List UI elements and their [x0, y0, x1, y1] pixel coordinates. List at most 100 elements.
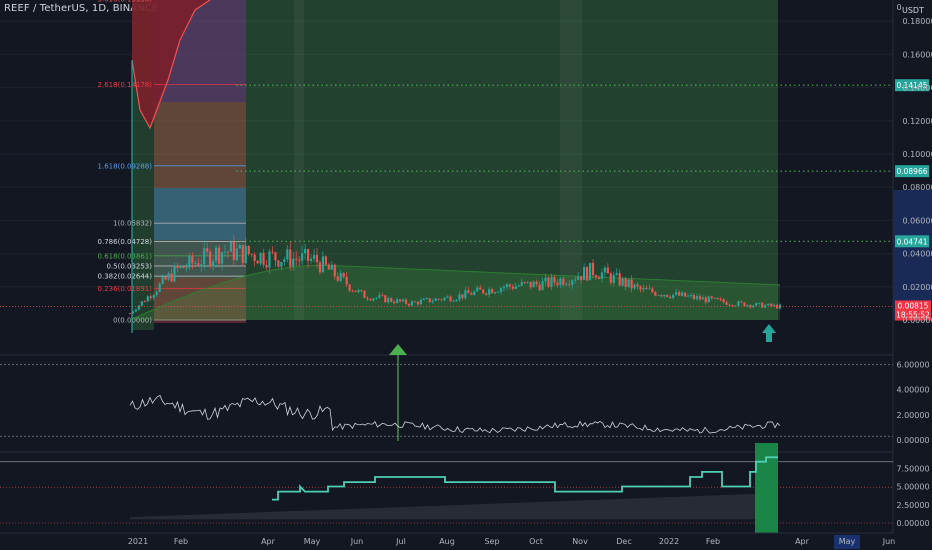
candle-body [758, 302, 761, 304]
zone-stripe [294, 0, 304, 320]
candle-body [493, 292, 497, 294]
fib-zone-grey [154, 240, 246, 278]
candle-body [164, 276, 167, 280]
x-axis-label: Apr [795, 537, 810, 546]
candle-body [452, 300, 455, 302]
candle-body [250, 254, 253, 255]
candle-body [309, 258, 313, 261]
candle-body [369, 299, 372, 301]
currency-badge[interactable]: USDT [902, 6, 924, 15]
candle-body [538, 284, 541, 291]
candle-body [600, 272, 604, 280]
step-axis-label: 0.00000 [896, 519, 929, 528]
candle-body [606, 267, 609, 274]
candle-body [298, 259, 301, 261]
candle-body [710, 296, 713, 299]
indicator-axis-label: 2.00000 [896, 411, 929, 420]
candle-body [134, 309, 138, 312]
candle-body [223, 251, 227, 253]
candle-body [746, 304, 749, 307]
candle-body [645, 287, 648, 290]
candle-body [194, 263, 197, 264]
step-axis-label: 2.50000 [896, 501, 929, 510]
level-tag-bg [895, 165, 929, 178]
candle-body [295, 258, 298, 260]
x-axis-label: Aug [439, 537, 455, 546]
spike-area [132, 0, 210, 128]
candle-body [686, 295, 690, 297]
candle-body [571, 280, 574, 285]
x-axis-label: Jun [882, 537, 896, 546]
candle-body [695, 296, 698, 299]
candle-body [167, 273, 170, 280]
candle-body [719, 299, 722, 300]
candle-body [464, 290, 467, 299]
candle-body [256, 260, 259, 264]
fib-zone-red [154, 102, 246, 188]
candle-body [170, 273, 173, 282]
candle-body [627, 279, 630, 287]
candle-body [440, 299, 443, 301]
candle-body [152, 295, 155, 299]
green-zone [154, 0, 778, 320]
candle-body [529, 281, 532, 288]
fib-label-0: 0(0.00000) [113, 317, 152, 325]
candle-body [728, 304, 731, 306]
candle-body [140, 301, 143, 306]
fib-label-3.618: 3.618(0.19336) [98, 0, 153, 4]
candle-body [496, 291, 500, 293]
candle-body [597, 277, 601, 280]
candle-body [274, 252, 277, 261]
candle-body [624, 278, 627, 287]
candle-body [749, 304, 752, 308]
candle-body [443, 297, 446, 301]
candle-body [197, 263, 200, 267]
x-axis-label: 2021 [128, 537, 148, 546]
candle-body [324, 256, 327, 265]
candle-body [378, 295, 381, 298]
candle-body [508, 284, 512, 287]
candle-body [241, 244, 244, 263]
candle-body [419, 300, 422, 305]
candle-body [283, 259, 286, 263]
candle-body [217, 247, 221, 264]
level-tag: 0.14145 [896, 81, 927, 90]
level-tag-bg [895, 235, 929, 248]
candle-body [698, 296, 701, 300]
candle-body [553, 277, 556, 283]
candle-body [654, 292, 657, 296]
candle-body [280, 262, 283, 267]
candle-body [398, 299, 402, 302]
candle-body [372, 298, 375, 301]
x-axis-label: Jun [350, 537, 364, 546]
candle-body [692, 295, 696, 299]
candle-body [381, 295, 384, 297]
candle-body [238, 244, 241, 249]
candle-body [387, 298, 390, 303]
candle-body [306, 249, 310, 261]
candle-body [722, 299, 725, 303]
candle-body [318, 262, 322, 273]
price-axis-label: 0.00000 [902, 316, 932, 325]
candle-body [585, 267, 589, 281]
x-axis-label: Oct [529, 537, 543, 546]
candle-body [772, 305, 776, 307]
candle-body [675, 292, 678, 295]
candle-body [583, 267, 586, 280]
candle-body [731, 305, 734, 307]
ma-area [130, 265, 780, 320]
candle-body [203, 248, 206, 265]
candle-body [621, 278, 624, 286]
candle-body [431, 301, 434, 303]
current-price-tag-bg [895, 300, 931, 321]
candle-body [544, 277, 547, 282]
fib-label-0.5: 0.5(0.03253) [106, 263, 152, 271]
candle-body [636, 284, 639, 287]
candle-body [577, 276, 580, 280]
candle-body [188, 255, 191, 268]
candle-body [547, 277, 550, 287]
candle-body [630, 279, 633, 289]
candle-body [446, 296, 449, 298]
candle-body [185, 267, 188, 269]
